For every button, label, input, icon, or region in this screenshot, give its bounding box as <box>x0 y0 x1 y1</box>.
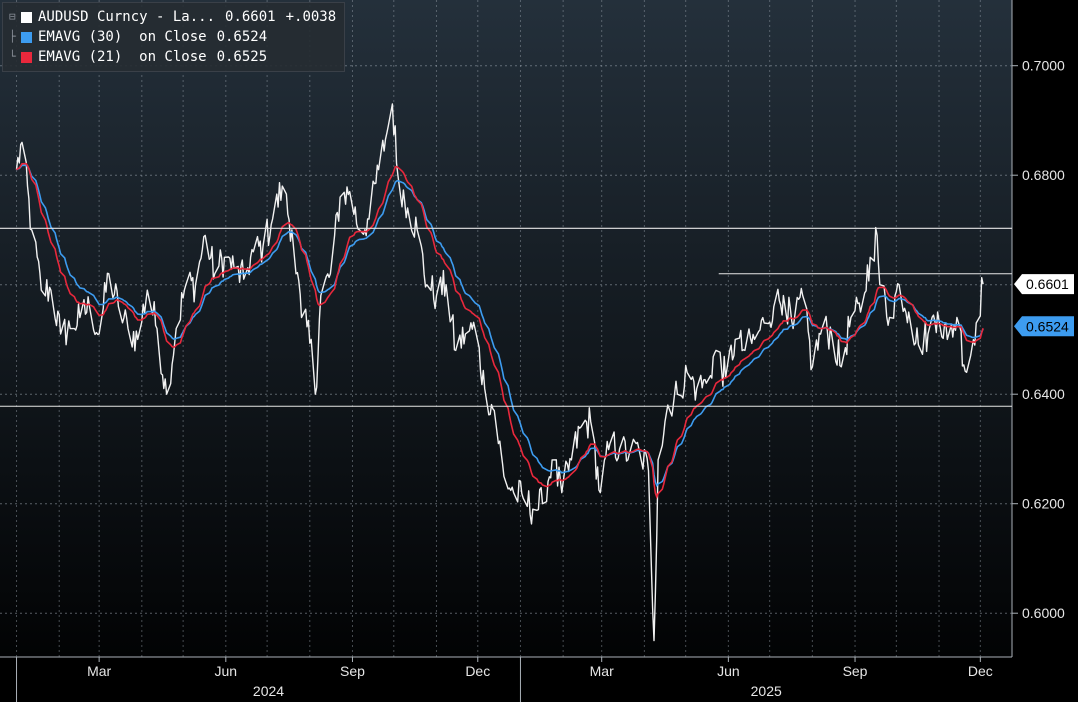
legend-swatch-ema21 <box>21 51 32 63</box>
y-tick-label: 0.7000 <box>1022 58 1065 74</box>
tree-branch-icon: └ <box>9 50 16 63</box>
collapse-icon[interactable]: ⊟ <box>9 10 16 23</box>
x-month-label: Jun <box>215 663 238 679</box>
price-series-line <box>15 103 984 642</box>
legend-row-ema21[interactable]: └ EMAVG (21) on Close 0.6525 <box>9 47 336 67</box>
y-tick-label: 0.6400 <box>1022 386 1065 402</box>
y-tick-label: 0.6200 <box>1022 496 1065 512</box>
legend-row-ema30[interactable]: ├ EMAVG (30) on Close 0.6524 <box>9 27 336 47</box>
x-month-label: Mar <box>590 663 614 679</box>
x-year-label: 2025 <box>751 683 782 699</box>
x-year-label: 2024 <box>253 683 284 699</box>
legend-value-price: 0.6601 <box>225 9 276 25</box>
x-month-label: Dec <box>465 663 490 679</box>
legend-value-ema30: 0.6524 <box>216 29 268 45</box>
tree-branch-icon: ├ <box>9 30 16 43</box>
chart-legend: ⊟ AUDUSD Curncy - La... 0.6601 +.0038 ├ … <box>2 2 346 72</box>
ema-badge-label: 0.6524 <box>1026 318 1069 334</box>
legend-value-ema21: 0.6525 <box>216 49 268 65</box>
plot-background <box>0 0 1012 657</box>
legend-swatch-ema30 <box>21 31 32 43</box>
x-month-label: Sep <box>843 663 868 679</box>
ema21-series-line <box>16 162 984 500</box>
legend-label-ema21: EMAVG (21) on Close <box>38 49 207 65</box>
last-price-badge-label: 0.6601 <box>1026 276 1069 292</box>
last-price-badge-bg <box>1014 274 1074 295</box>
legend-label-ema30: EMAVG (30) on Close <box>38 29 207 45</box>
legend-change-price: +.0038 <box>285 9 337 25</box>
y-tick-label: 0.6000 <box>1022 605 1065 621</box>
legend-swatch-price <box>21 11 32 23</box>
y-tick-label: 0.6800 <box>1022 167 1065 183</box>
x-month-label: Jun <box>717 663 740 679</box>
legend-label-price: AUDUSD Curncy - La... <box>38 9 216 25</box>
x-month-label: Sep <box>340 663 365 679</box>
x-month-label: Mar <box>87 663 111 679</box>
ema-badge-bg <box>1014 316 1074 337</box>
legend-row-price[interactable]: ⊟ AUDUSD Curncy - La... 0.6601 +.0038 <box>9 7 336 27</box>
x-month-label: Dec <box>968 663 993 679</box>
